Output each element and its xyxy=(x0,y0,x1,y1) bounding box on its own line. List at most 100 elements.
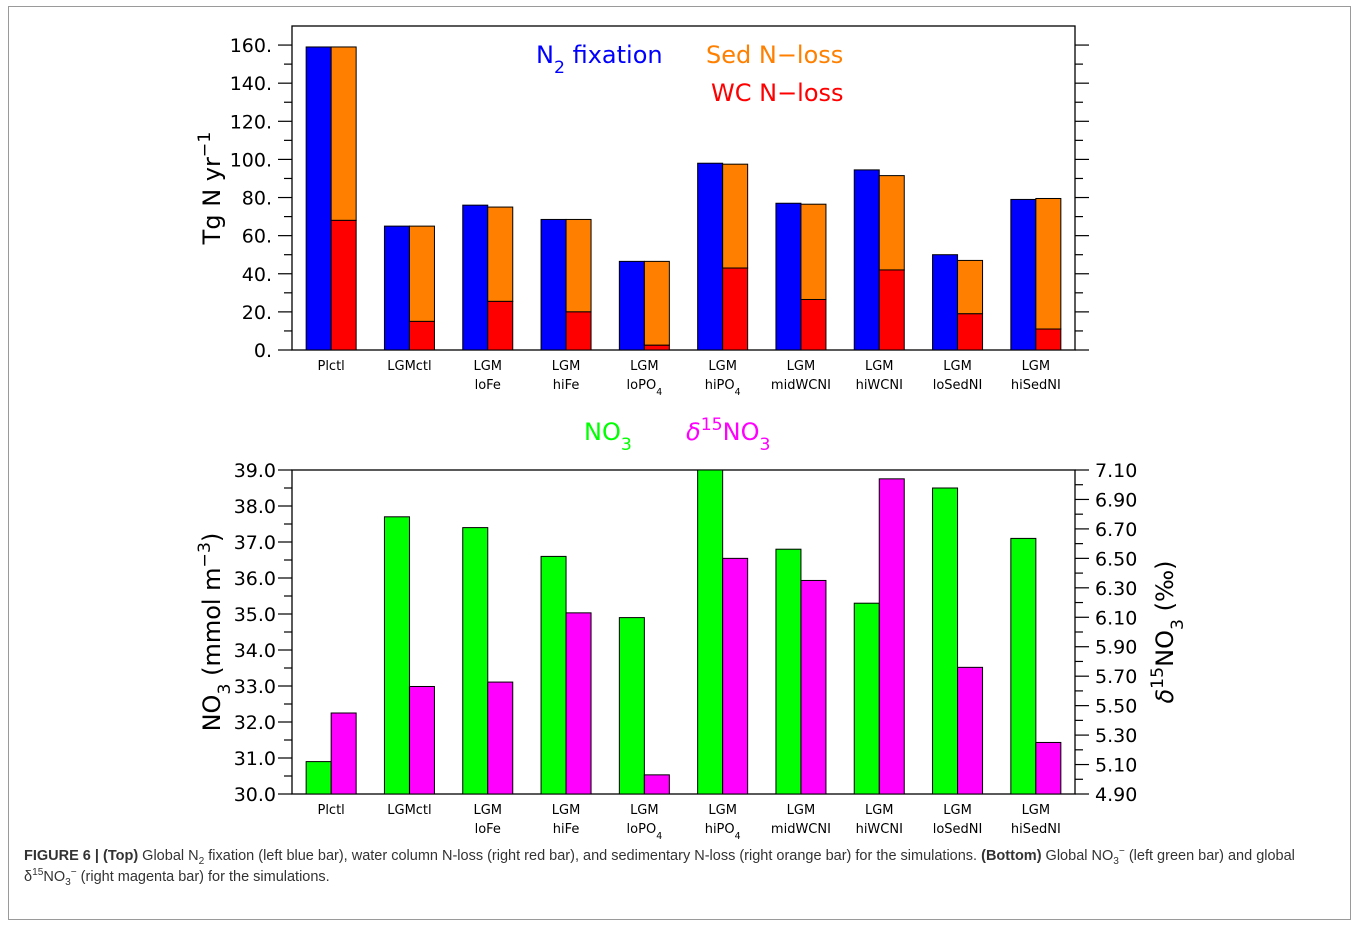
sed-nloss-bar xyxy=(330,46,357,221)
legend-n2-fixation-part: N xyxy=(536,41,554,69)
caption-bottom-sub3b: 3 xyxy=(65,876,71,888)
n2-fixation-bar xyxy=(1010,198,1037,351)
bottom-right-y-axis-label-part: 3 xyxy=(1168,619,1188,630)
top-ytick-label: 60. xyxy=(242,226,272,248)
bottom-category-label: hiFe xyxy=(553,822,580,837)
bottom-left-ytick-label: 34.0 xyxy=(234,640,276,662)
d15no3-bar xyxy=(330,712,357,795)
bottom-left-ytick-label: 30.0 xyxy=(234,784,276,806)
wc-nloss-bar xyxy=(800,298,827,351)
caption-figure-label: FIGURE 6 | xyxy=(24,848,103,864)
bottom-left-y-axis-label-part: m xyxy=(198,567,226,590)
top-ytick-label: 0. xyxy=(254,340,272,362)
bottom-category-label-part: hiWCNI xyxy=(856,822,903,837)
wc-nloss-bar xyxy=(565,311,592,351)
bottom-right-ytick-label: 5.90 xyxy=(1095,637,1137,659)
bottom-category-label: LGM xyxy=(552,803,581,818)
sed-nloss-bar xyxy=(1035,197,1062,330)
bottom-right-ytick-label: 6.30 xyxy=(1095,578,1137,600)
bottom-category-label-part: hiSedNI xyxy=(1011,822,1061,837)
d15no3-bar xyxy=(643,774,670,795)
bottom-right-ytick-label: 6.50 xyxy=(1095,548,1137,570)
top-category-label: loFe xyxy=(475,378,501,393)
bottom-category-label: LGM xyxy=(865,803,894,818)
top-y-axis-label-part: Tg N xyxy=(198,181,226,245)
legend-n2-fixation: N2 fixation xyxy=(536,41,663,78)
bottom-category-label: LGM xyxy=(943,803,972,818)
no3-bar xyxy=(1010,537,1037,795)
top-category-label-part: hiWCNI xyxy=(856,378,903,393)
top-category-label-part: LGM xyxy=(787,359,816,374)
bottom-category-label-part: LGM xyxy=(865,803,894,818)
bottom-category-label-part: hiFe xyxy=(553,822,580,837)
bottom-category-label-part: LGMctl xyxy=(387,803,431,818)
n2-fixation-bar xyxy=(618,260,645,351)
wc-nloss-bar xyxy=(957,313,984,351)
sed-nloss-bar xyxy=(800,203,827,300)
sed-nloss-bar xyxy=(408,225,435,322)
top-category-label: LGM xyxy=(1022,359,1051,374)
top-y-axis-label: Tg N yr−1 xyxy=(195,132,226,246)
bottom-right-y-axis-label-part: 15 xyxy=(1148,667,1168,689)
no3-bar xyxy=(697,469,724,795)
top-category-label: hiFe xyxy=(553,378,580,393)
d15no3-bar xyxy=(878,478,905,795)
top-category-label-part: loFe xyxy=(475,378,501,393)
bottom-category-label-part: LGM xyxy=(630,803,659,818)
bottom-right-y-axis-label-part: NO xyxy=(1151,630,1179,667)
top-category-label: hiWCNI xyxy=(856,378,903,393)
legend-d15no3-part: 15 xyxy=(701,415,723,435)
bottom-right-ytick-label: 6.90 xyxy=(1095,489,1137,511)
legend-no3-part: 3 xyxy=(621,435,632,455)
bottom-right-ytick-label: 5.10 xyxy=(1095,755,1137,777)
no3-bar xyxy=(305,761,332,795)
legend-sed-nloss: Sed N−loss xyxy=(706,41,843,69)
bottom-category-label: LGM xyxy=(473,803,502,818)
n2-fixation-bar xyxy=(540,218,567,351)
figure-svg: 0. 20. 40. 60. 80. 100. 120. 140. 160. Tg N yr−1 P… xyxy=(195,25,1188,841)
legend-d15no3: δ15NO3 xyxy=(686,415,771,455)
bottom-category-label-part: LGM xyxy=(943,803,972,818)
top-category-label: loPO4 xyxy=(627,378,663,398)
bottom-category-label-part: LGM xyxy=(787,803,816,818)
bottom-category-label: LGM xyxy=(787,803,816,818)
caption-top-sub: 2 xyxy=(198,855,205,867)
no3-bar xyxy=(932,487,959,795)
bottom-category-label-part: 4 xyxy=(735,831,741,841)
bottom-category-label-part: midWCNI xyxy=(771,822,831,837)
bottom-category-label: LGMctl xyxy=(387,803,431,818)
top-category-label-part: 4 xyxy=(656,387,662,398)
wc-nloss-bar xyxy=(643,344,670,351)
bottom-category-label-part: loSedNI xyxy=(933,822,983,837)
top-ytick-label: 140. xyxy=(230,73,272,95)
bottom-right-ytick-label: 4.90 xyxy=(1095,784,1137,806)
top-category-label: midWCNI xyxy=(771,378,831,393)
bottom-category-label: midWCNI xyxy=(771,822,831,837)
d15no3-bar xyxy=(565,612,592,795)
n2-fixation-bar xyxy=(462,204,489,351)
top-category-label-part: midWCNI xyxy=(771,378,831,393)
bottom-left-ytick-label: 31.0 xyxy=(234,748,276,770)
caption-bottom-text-b: (left green bar) and global δ xyxy=(24,848,1295,885)
wc-nloss-bar xyxy=(330,219,357,351)
n2-fixation-bar xyxy=(853,169,880,351)
bottom-left-ytick-label: 36.0 xyxy=(234,568,276,590)
top-category-label-part: loSedNI xyxy=(933,378,983,393)
d15no3-bar xyxy=(408,685,435,795)
d15no3-bar xyxy=(722,557,749,795)
legend-wc-nloss: WC N−loss xyxy=(711,79,844,107)
bottom-left-y-axis-label-part: NO xyxy=(198,695,226,732)
top-ytick-label: 20. xyxy=(242,302,272,324)
top-category-label-part: 4 xyxy=(735,387,741,398)
bottom-category-label: hiSedNI xyxy=(1011,822,1061,837)
bottom-category-label-part: LGM xyxy=(552,803,581,818)
no3-bar xyxy=(540,555,567,795)
bottom-right-y-axis-label-part: δ xyxy=(1151,689,1179,704)
d15no3-bar xyxy=(487,681,514,795)
bottom-left-y-axis-label: NO3 (mmol m−3) xyxy=(195,533,235,732)
caption-bottom-sup-b: − xyxy=(70,867,77,879)
bottom-category-label: LGM xyxy=(1022,803,1051,818)
caption-top-label: (Top) xyxy=(103,848,139,864)
bottom-right-ytick-label: 5.30 xyxy=(1095,725,1137,747)
legend-d15no3-part: δ xyxy=(686,418,701,446)
